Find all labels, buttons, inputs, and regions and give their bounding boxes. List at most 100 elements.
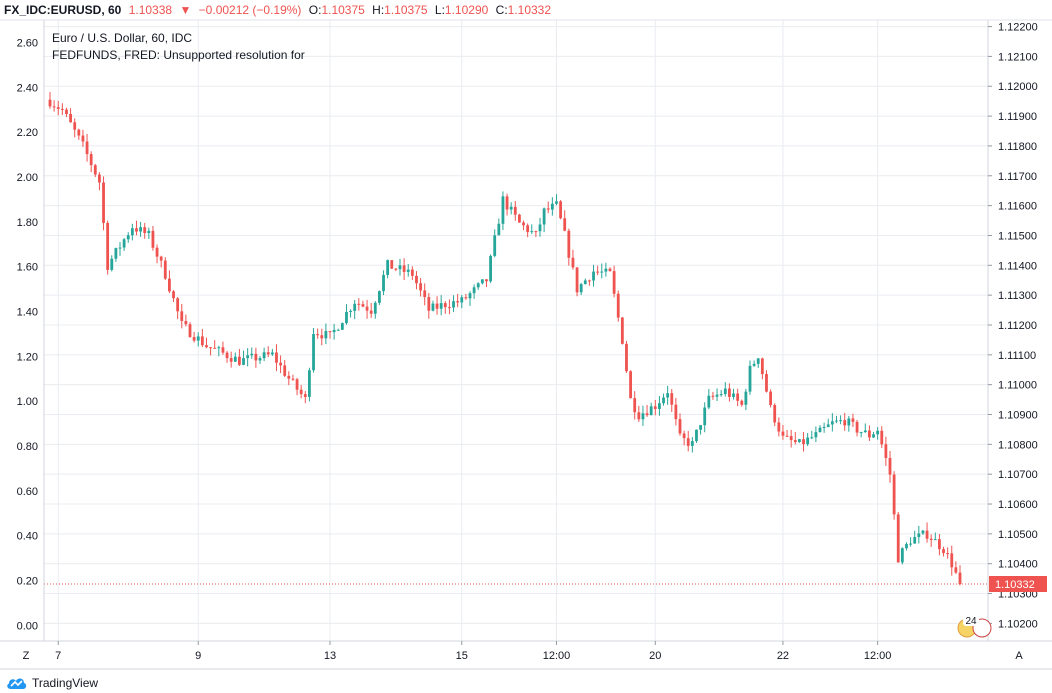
left-tick-label: 0.60: [17, 486, 38, 498]
candle-body: [468, 293, 472, 299]
candle-body: [847, 418, 851, 426]
left-tick-label: 2.40: [17, 82, 38, 94]
candle-body: [658, 403, 661, 409]
candle-body: [616, 293, 620, 318]
candle-body: [135, 228, 138, 232]
candle-body: [291, 378, 295, 380]
auto-scale-button[interactable]: A: [1015, 650, 1023, 662]
candle-body: [839, 420, 842, 422]
axis-corner-buttons[interactable]: Z A: [23, 650, 1024, 662]
candle-body: [546, 208, 550, 210]
candle-body: [497, 223, 501, 236]
candle-body: [246, 355, 250, 359]
right-tick-label: 1.10200: [998, 618, 1038, 630]
low-value: 1.10290: [444, 3, 489, 17]
candle-body: [180, 311, 184, 321]
candle-body: [332, 329, 336, 333]
right-tick-label: 1.11000: [998, 380, 1037, 392]
left-price-axis[interactable]: 2.60 2.40 2.20 2.00 1.80 1.60 1.40 1.20 1.00 0.80…: [17, 37, 38, 632]
time-tick-label: 22: [777, 650, 789, 662]
zoom-reset-button[interactable]: Z: [23, 650, 30, 662]
candle-body: [238, 356, 241, 365]
right-price-axis[interactable]: 1.12200 1.12100 1.12000 1.11900 1.11800 1.117…: [988, 22, 1038, 631]
candle-body: [485, 279, 488, 282]
candle-body: [262, 352, 266, 359]
candle-body: [559, 201, 562, 219]
candle-body: [316, 334, 320, 336]
down-arrow-icon: ▼: [179, 3, 192, 17]
candle-body: [229, 358, 233, 362]
candle-body: [583, 280, 587, 285]
candle-body: [192, 337, 196, 341]
candle-body: [703, 407, 707, 426]
left-tick-label: 1.20: [17, 351, 38, 363]
series-title[interactable]: Euro / U.S. Dollar, 60, IDC: [52, 31, 193, 45]
candle-body: [719, 394, 723, 396]
candle-body: [353, 303, 357, 311]
left-tick-label: 1.80: [17, 217, 38, 229]
candle-body: [464, 297, 468, 299]
candle-body: [513, 206, 517, 215]
last-value: 1.10338: [128, 3, 173, 17]
candle-body: [349, 310, 352, 312]
candle-body: [748, 365, 752, 392]
candle-body: [489, 255, 492, 282]
candle-body: [398, 265, 402, 270]
left-tick-label: 2.00: [17, 172, 38, 184]
candle-body: [637, 412, 641, 420]
brand-name[interactable]: TradingView: [32, 676, 99, 690]
candle-body: [608, 268, 612, 272]
chart-grid: [44, 20, 988, 641]
right-tick-label: 1.10600: [998, 499, 1038, 511]
candle-body: [184, 320, 188, 325]
right-tick-label: 1.11100: [998, 350, 1036, 362]
candlestick-series: [48, 91, 962, 586]
candle-body: [452, 301, 455, 308]
candle-body: [769, 391, 772, 405]
candle-body: [118, 247, 122, 249]
candle-body: [921, 530, 925, 534]
candle-body: [110, 258, 114, 270]
candle-body: [93, 165, 97, 175]
time-tick-label: 12:00: [864, 650, 892, 662]
candle-body: [435, 303, 439, 309]
candle-body: [830, 421, 834, 425]
candle-body: [303, 394, 307, 397]
candle-body: [925, 530, 929, 539]
candle-body: [522, 222, 525, 226]
candle-body: [81, 135, 85, 142]
candle-body: [172, 291, 175, 299]
left-tick-label: 0.00: [17, 620, 38, 632]
candle-body: [851, 418, 855, 422]
symbol-label[interactable]: FX_IDC:EURUSD, 60: [4, 3, 122, 17]
event-flags[interactable]: 24: [957, 615, 992, 638]
candle-body: [200, 336, 204, 346]
candle-body: [460, 297, 464, 303]
left-tick-label: 1.40: [17, 306, 38, 318]
time-tick-label: 13: [324, 650, 336, 662]
time-axis[interactable]: 7 9 13 15 12:00 20 22 12:00: [55, 641, 891, 662]
candle-body: [320, 335, 324, 339]
chart-legend[interactable]: Euro / U.S. Dollar, 60, IDC FEDFUNDS, FR…: [52, 30, 305, 64]
candle-body: [390, 260, 394, 269]
candle-body: [880, 430, 884, 445]
tradingview-branding[interactable]: TradingView: [6, 676, 98, 690]
candle-body: [892, 474, 896, 515]
right-tick-label: 1.10800: [998, 439, 1038, 451]
left-tick-label: 0.20: [17, 575, 38, 587]
time-tick-label: 7: [55, 650, 61, 662]
event-count-label: 24: [965, 616, 977, 627]
ohlc-header: FX_IDC:EURUSD, 60 1.10338 ▼ −0.00212 (−0…: [0, 0, 1052, 20]
candle-body: [480, 279, 484, 284]
candle-body: [579, 284, 583, 293]
candle-body: [868, 430, 871, 438]
right-tick-label: 1.11300: [998, 290, 1037, 302]
right-tick-label: 1.10400: [998, 559, 1038, 571]
candle-body: [365, 306, 369, 311]
right-tick-label: 1.10500: [998, 529, 1038, 541]
candle-body: [826, 424, 830, 427]
candle-body: [98, 174, 101, 183]
study-error-note[interactable]: FEDFUNDS, FRED: Unsupported resolution f…: [52, 48, 305, 62]
candle-body: [213, 347, 217, 349]
